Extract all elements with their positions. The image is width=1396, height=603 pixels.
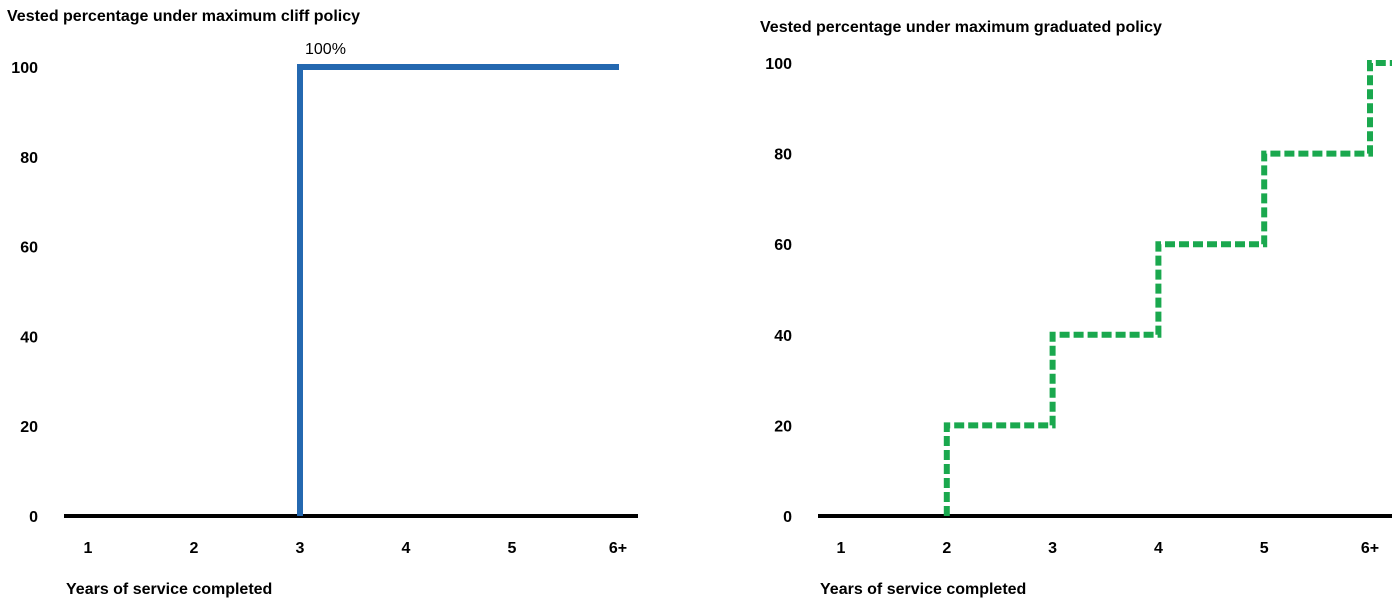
x-tick-label: 5	[508, 540, 517, 557]
y-tick-label: 80	[20, 150, 38, 167]
x-tick-label: 2	[190, 540, 199, 557]
y-tick-label: 40	[774, 328, 792, 345]
y-tick-label: 60	[774, 237, 792, 254]
y-tick-label: 40	[20, 329, 38, 346]
chart-title: Vested percentage under maximum graduate…	[760, 19, 1162, 36]
y-tick-label: 20	[774, 418, 792, 435]
series-line	[297, 64, 619, 516]
x-tick-label: 4	[1154, 540, 1163, 557]
x-tick-label: 3	[296, 540, 305, 557]
x-tick-label: 1	[837, 540, 846, 557]
data-label: 100%	[305, 41, 346, 58]
x-axis-label: Years of service completed	[66, 581, 273, 598]
x-tick-label: 6+	[609, 540, 627, 557]
chart-title: Vested percentage under maximum cliff po…	[7, 8, 360, 25]
cliff-policy-chart: Vested percentage under maximum cliff po…	[0, 0, 660, 603]
graduated-policy-chart: Vested percentage under maximum graduate…	[752, 0, 1396, 603]
x-tick-label: 5	[1260, 540, 1269, 557]
x-axis-label: Years of service completed	[820, 581, 1027, 598]
y-tick-label: 60	[20, 240, 38, 257]
y-tick-label: 100	[11, 60, 38, 77]
cliff-chart-plot: 0 20 40 60 80 100 1 2 3 4 5 6+ 100%	[11, 41, 638, 557]
y-tick-label: 100	[765, 56, 792, 73]
y-tick-label: 0	[783, 509, 792, 526]
x-tick-label: 3	[1048, 540, 1057, 557]
y-tick-label: 80	[774, 147, 792, 164]
graduated-chart-plot: 0 20 40 60 80 100 1 2 3 4 5 6+	[765, 56, 1392, 557]
x-tick-label: 1	[84, 540, 93, 557]
series-line	[943, 60, 1392, 516]
x-tick-label: 2	[942, 540, 951, 557]
y-tick-label: 0	[29, 509, 38, 526]
x-tick-label: 6+	[1361, 540, 1379, 557]
y-tick-label: 20	[20, 419, 38, 436]
x-tick-label: 4	[402, 540, 411, 557]
